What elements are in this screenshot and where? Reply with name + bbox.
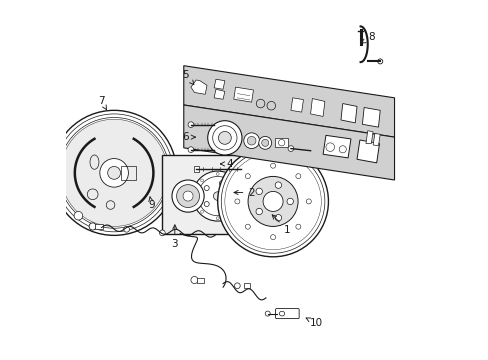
Circle shape <box>245 174 250 179</box>
Circle shape <box>295 224 300 229</box>
Circle shape <box>247 136 255 145</box>
Text: 6: 6 <box>182 132 195 142</box>
Circle shape <box>258 136 271 149</box>
Text: 5: 5 <box>182 69 193 85</box>
Text: 7: 7 <box>98 96 106 109</box>
Polygon shape <box>323 135 350 158</box>
Text: 2: 2 <box>234 188 254 198</box>
Polygon shape <box>362 108 380 127</box>
Circle shape <box>159 230 165 236</box>
Circle shape <box>228 194 233 199</box>
Circle shape <box>377 59 382 64</box>
Circle shape <box>286 198 293 204</box>
Circle shape <box>275 182 281 188</box>
Bar <box>95 224 103 229</box>
Text: 3: 3 <box>171 225 178 249</box>
Polygon shape <box>340 104 356 123</box>
Text: 4: 4 <box>220 159 233 169</box>
Circle shape <box>255 208 262 215</box>
Bar <box>162 155 247 234</box>
Polygon shape <box>356 140 379 163</box>
Text: 10: 10 <box>305 318 322 328</box>
Circle shape <box>217 146 328 257</box>
Polygon shape <box>183 105 394 180</box>
Circle shape <box>188 122 193 127</box>
Circle shape <box>219 207 224 211</box>
Circle shape <box>100 158 128 187</box>
Circle shape <box>183 191 193 201</box>
Circle shape <box>234 283 240 289</box>
Circle shape <box>261 139 268 147</box>
Polygon shape <box>233 87 253 102</box>
Circle shape <box>295 174 300 179</box>
Circle shape <box>245 224 250 229</box>
Circle shape <box>123 226 129 232</box>
Circle shape <box>204 186 209 190</box>
Bar <box>244 283 250 288</box>
Circle shape <box>270 235 275 240</box>
Polygon shape <box>372 134 380 146</box>
Polygon shape <box>183 66 394 137</box>
Circle shape <box>192 171 242 221</box>
Circle shape <box>207 121 242 155</box>
Circle shape <box>287 146 293 152</box>
Circle shape <box>61 119 167 226</box>
Polygon shape <box>214 79 224 89</box>
Circle shape <box>89 223 96 230</box>
Circle shape <box>219 181 224 186</box>
Circle shape <box>172 180 203 212</box>
Polygon shape <box>214 89 224 99</box>
Bar <box>194 166 198 172</box>
Circle shape <box>204 202 209 207</box>
Polygon shape <box>290 98 303 112</box>
Circle shape <box>275 215 281 221</box>
Circle shape <box>247 176 298 226</box>
FancyBboxPatch shape <box>275 309 299 319</box>
Bar <box>121 166 135 180</box>
Text: 1: 1 <box>272 215 290 235</box>
Circle shape <box>190 276 198 284</box>
Bar <box>197 278 204 283</box>
Circle shape <box>74 211 82 220</box>
Circle shape <box>244 133 259 149</box>
Circle shape <box>264 311 270 316</box>
Circle shape <box>176 185 199 207</box>
Polygon shape <box>365 131 372 144</box>
Circle shape <box>270 163 275 168</box>
Circle shape <box>263 192 283 211</box>
Circle shape <box>188 147 193 153</box>
Circle shape <box>305 199 311 204</box>
Circle shape <box>218 131 231 144</box>
Circle shape <box>255 188 262 194</box>
Circle shape <box>213 192 222 201</box>
Polygon shape <box>310 99 324 116</box>
Bar <box>274 138 288 147</box>
Circle shape <box>234 199 240 204</box>
Polygon shape <box>190 80 206 94</box>
Circle shape <box>107 166 121 179</box>
Text: 9: 9 <box>148 197 155 210</box>
Text: 8: 8 <box>361 32 374 43</box>
